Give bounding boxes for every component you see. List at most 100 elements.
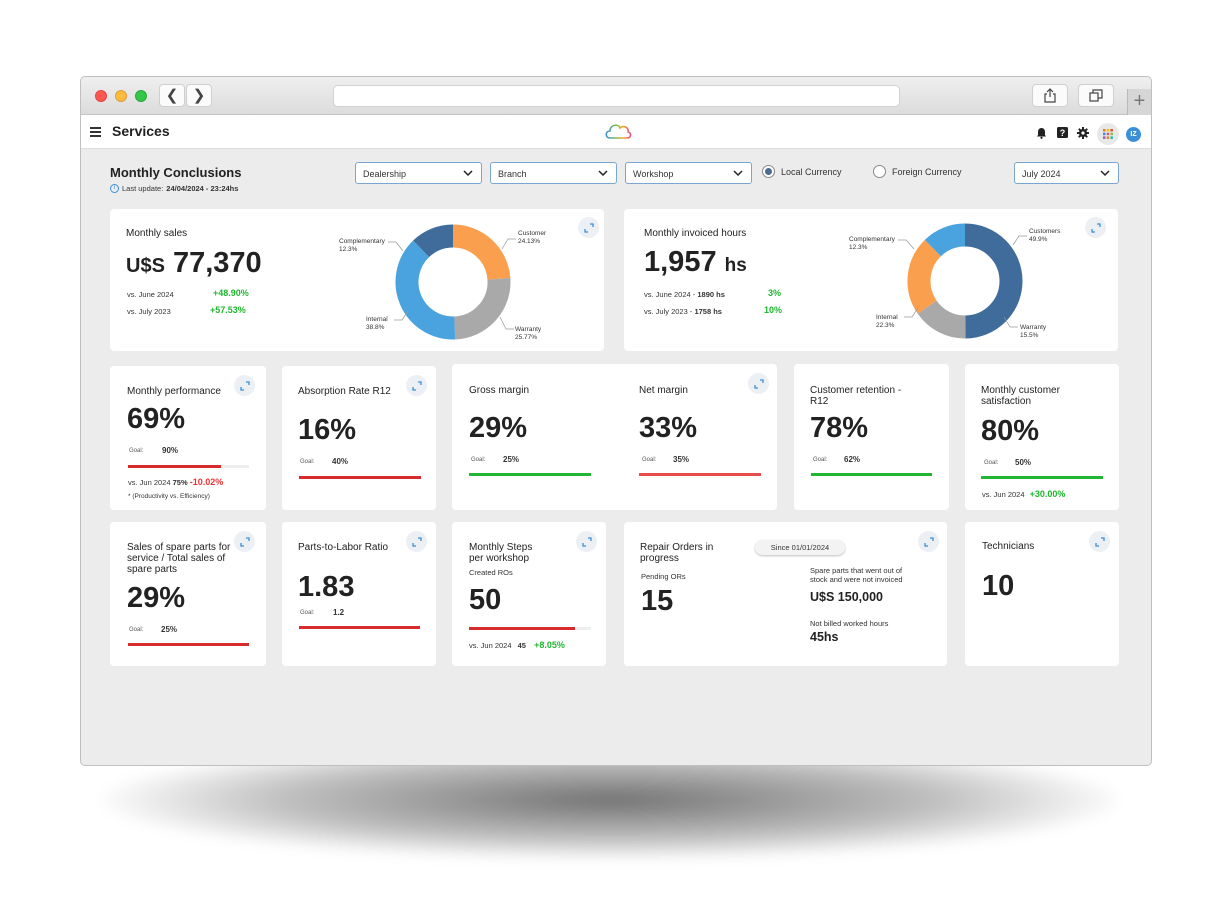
sales-leader-lines	[388, 238, 516, 330]
donut-slice-warranty[interactable]	[453, 278, 511, 340]
retention-goal-value: 62%	[844, 455, 861, 464]
gross-margin-progress-track	[469, 473, 591, 476]
chevron-down-icon	[463, 170, 473, 177]
plus-icon: +	[1133, 90, 1146, 112]
net-margin-value: 33%	[639, 412, 698, 444]
expand-button[interactable]	[406, 375, 427, 396]
expand-button[interactable]	[918, 531, 939, 552]
donut-slice-customers[interactable]	[964, 223, 1023, 339]
spare-parts-goal-label: Goal:	[129, 627, 144, 633]
expand-button[interactable]	[234, 531, 255, 552]
parts-labor-goal-label: Goal:	[300, 610, 315, 616]
chevron-right-icon: ❯	[192, 87, 206, 104]
unbilled-hours-label: Not billed worked hours	[810, 619, 889, 628]
expand-button[interactable]	[406, 531, 427, 552]
net-margin-goal-label: Goal:	[642, 457, 657, 463]
maximize-window-button[interactable]	[135, 90, 147, 102]
parts-labor-card: Parts-to-Labor Ratio 1.83 Goal: 1.2	[282, 522, 436, 666]
expand-button[interactable]	[748, 373, 769, 394]
forward-button[interactable]: ❯	[186, 84, 212, 107]
user-avatar[interactable]: IZ	[1126, 126, 1141, 142]
spare-parts-title: Sales of spare parts for service / Total…	[127, 542, 231, 575]
dealership-select[interactable]: Dealership	[355, 162, 482, 184]
radio-unselected-icon	[873, 165, 886, 178]
steps-progress-fill	[469, 627, 576, 630]
branch-select[interactable]: Branch	[490, 162, 617, 184]
donut-slice-internal[interactable]	[395, 240, 456, 340]
satisfaction-progress-track	[981, 476, 1103, 479]
sales-cmp2-value: +57.53%	[210, 305, 246, 315]
satisfaction-cmp: vs. Jun 2024 +30.00%	[982, 489, 1066, 499]
sales-label-internal: Internal 38.8%	[366, 316, 388, 331]
hours-label-customers: Customers 49.9%	[1029, 228, 1061, 243]
local-currency-label: Local Currency	[781, 166, 842, 177]
donut-slice-warranty[interactable]	[917, 300, 966, 339]
info-icon: i	[110, 184, 119, 193]
invoiced-hours-title: Monthly invoiced hours	[644, 228, 747, 239]
expand-button[interactable]	[234, 375, 255, 396]
expand-icon	[923, 536, 934, 547]
workshop-select[interactable]: Workshop	[625, 162, 752, 184]
address-bar[interactable]	[333, 85, 900, 107]
foreign-currency-radio[interactable]: Foreign Currency	[873, 165, 962, 178]
foreign-currency-label: Foreign Currency	[892, 166, 962, 177]
tabs-button[interactable]	[1078, 84, 1114, 107]
satisfaction-goal-label: Goal:	[984, 460, 999, 466]
header-actions: ? IZ	[1034, 123, 1141, 145]
invoiced-hours-card: Monthly invoiced hours 1,957 hs vs. June…	[624, 209, 1118, 351]
share-button[interactable]	[1032, 84, 1068, 107]
minimize-window-button[interactable]	[115, 90, 127, 102]
new-tab-button[interactable]: +	[1127, 89, 1151, 115]
chevron-down-icon	[733, 170, 743, 177]
expand-button[interactable]	[1085, 217, 1106, 238]
apps-grid-icon[interactable]	[1097, 123, 1119, 145]
chevron-down-icon	[598, 170, 608, 177]
gear-icon[interactable]	[1076, 127, 1090, 141]
satisfaction-card: Monthly customer satisfaction 80% Goal: …	[965, 364, 1119, 510]
donut-slice-internal[interactable]	[907, 239, 942, 314]
sales-cmp2-label: vs. July 2023	[127, 307, 171, 316]
donut-slice-complementary[interactable]	[413, 224, 454, 258]
pending-label: Pending ORs	[641, 572, 686, 581]
expand-icon	[753, 378, 764, 389]
pending-value: 15	[641, 585, 674, 617]
spare-parts-not-invoiced-value: U$S 150,000	[810, 590, 883, 604]
repair-orders-card: Repair Orders in progress Since 01/01/20…	[624, 522, 947, 666]
donut-slice-complementary[interactable]	[924, 223, 966, 257]
gross-margin-value: 29%	[469, 412, 528, 444]
steps-progress-track	[469, 627, 591, 630]
menu-icon[interactable]	[90, 127, 101, 139]
last-update-label: Last update:	[122, 184, 164, 193]
period-select-value: July 2024	[1022, 169, 1061, 179]
net-margin-progress-fill	[639, 473, 761, 476]
parts-labor-value: 1.83	[298, 571, 355, 603]
monthly-sales-donut-chart	[395, 224, 511, 340]
close-window-button[interactable]	[95, 90, 107, 102]
monthly-sales-title: Monthly sales	[126, 228, 188, 239]
retention-progress-fill	[811, 473, 932, 476]
gross-margin-title: Gross margin	[469, 385, 530, 396]
performance-card: Monthly performance 69% Goal: 90% vs. Ju…	[110, 366, 266, 510]
browser-titlebar: ❮ ❯ +	[81, 77, 1151, 115]
expand-icon	[239, 380, 250, 391]
hours-cmp1: vs. June 2024 - 1890 hs	[644, 290, 725, 299]
expand-icon	[583, 222, 594, 233]
bell-icon[interactable]	[1034, 127, 1048, 141]
margin-card: Gross margin 29% Goal: 25% Net margin 33…	[452, 364, 777, 510]
net-margin-progress-track	[639, 473, 761, 476]
performance-progress-track	[128, 465, 249, 468]
steps-cmp: vs. Jun 2024 45 +8.05%	[469, 640, 565, 650]
donut-slice-customer[interactable]	[452, 224, 511, 281]
expand-button[interactable]	[578, 217, 599, 238]
expand-button[interactable]	[576, 531, 597, 552]
app-header: Services ? IZ	[81, 115, 1151, 149]
help-icon[interactable]: ?	[1055, 127, 1069, 141]
absorption-goal-label: Goal:	[300, 459, 315, 465]
expand-button[interactable]	[1089, 531, 1110, 552]
period-select[interactable]: July 2024	[1014, 162, 1119, 184]
tabs-icon	[1089, 89, 1103, 102]
back-button[interactable]: ❮	[159, 84, 185, 107]
expand-icon	[581, 536, 592, 547]
absorption-value: 16%	[298, 414, 357, 446]
local-currency-radio[interactable]: Local Currency	[762, 165, 842, 178]
